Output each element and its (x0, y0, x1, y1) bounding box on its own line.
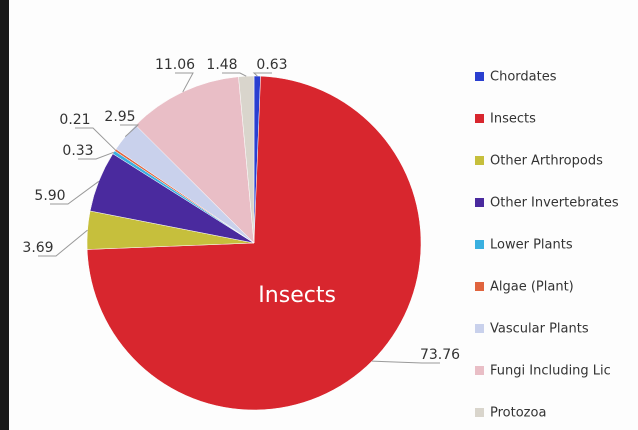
data-label: 0.21 (59, 112, 90, 128)
data-label: 0.33 (62, 143, 93, 159)
data-label: 0.63 (256, 57, 287, 73)
legend-label: Other Invertebrates (490, 196, 619, 211)
legend-label: Chordates (490, 70, 557, 85)
legend-label: Insects (490, 112, 536, 127)
legend-label: Other Arthropods (490, 154, 603, 169)
legend-swatch (475, 156, 484, 165)
legend-swatch (475, 240, 484, 249)
legend-swatch (475, 366, 484, 375)
legend-swatch (475, 114, 484, 123)
legend-label: Algae (Plant) (490, 280, 574, 295)
legend-label: Lower Plants (490, 238, 573, 253)
slice-label: Insects (258, 283, 336, 308)
legend-swatch (475, 198, 484, 207)
legend-label: Fungi Including Lic (490, 364, 611, 379)
legend-label: Protozoa (490, 406, 546, 421)
legend-swatch (475, 408, 484, 417)
legend-swatch (475, 282, 484, 291)
legend-swatch (475, 72, 484, 81)
chart: 0.63 73.76 Insects 3.69 5.90 0.33 0.21 2.95 11.0… (0, 0, 638, 430)
legend-label: Vascular Plants (490, 322, 589, 337)
data-label: 5.90 (34, 188, 65, 204)
data-label: 73.76 (420, 347, 460, 363)
legend-swatch (475, 324, 484, 333)
data-label: 1.48 (206, 57, 237, 73)
data-label: 2.95 (104, 109, 135, 125)
page: {"chart_data": {"type": "pie", "categori… (0, 0, 638, 430)
data-label: 3.69 (22, 240, 53, 256)
data-label: 11.06 (155, 57, 195, 73)
screen-edge (0, 0, 9, 430)
